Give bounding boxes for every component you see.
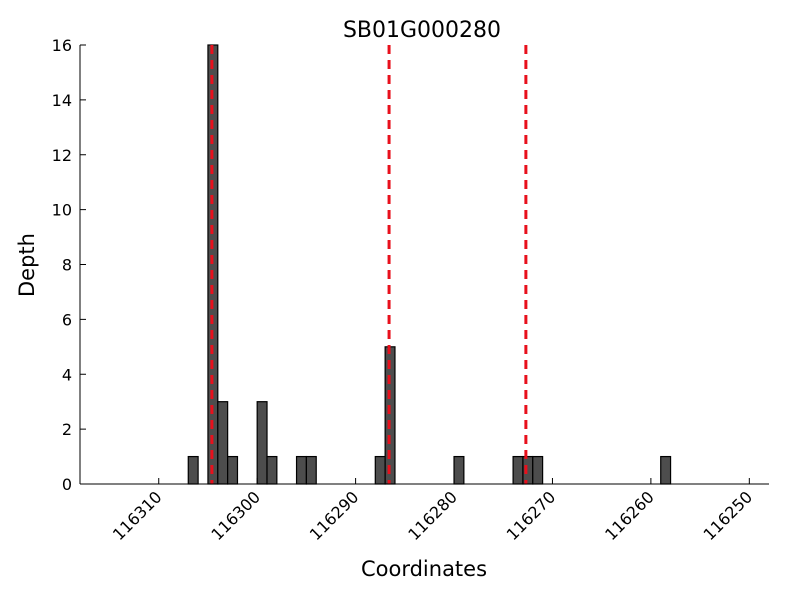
x-tick-label: 116290 [306, 487, 363, 544]
x-tick-label: 116300 [207, 487, 264, 544]
y-tick-label: 12 [52, 146, 72, 165]
y-tick-label: 0 [62, 475, 72, 494]
y-tick-label: 8 [62, 256, 72, 275]
bar [453, 455, 465, 485]
bars-layer [187, 44, 672, 485]
bar [266, 455, 278, 485]
bar [295, 455, 307, 485]
y-tick-label: 14 [52, 91, 72, 110]
y-tick-label: 2 [62, 420, 72, 439]
x-tick-label: 116310 [109, 487, 166, 544]
chart-title: SB01G000280 [343, 18, 501, 43]
y-tick-label: 6 [62, 310, 72, 329]
x-tick-label: 116260 [601, 487, 658, 544]
bar [532, 455, 544, 485]
x-tick-label: 116280 [404, 487, 461, 544]
y-tick-label: 16 [52, 36, 72, 55]
y-tick-label: 10 [52, 201, 72, 220]
bar [305, 455, 317, 485]
bar [512, 455, 524, 485]
y-tick-label: 4 [62, 365, 72, 384]
bar [374, 455, 386, 485]
x-axis-title: Coordinates [361, 557, 487, 581]
x-tick-label: 116250 [700, 487, 757, 544]
bar [256, 401, 268, 485]
y-axis-title: Depth [15, 233, 39, 297]
reference-lines-layer [210, 45, 528, 484]
bar [660, 455, 672, 485]
x-tick-label: 116270 [503, 487, 560, 544]
bar [217, 401, 229, 485]
bar [227, 455, 239, 485]
bar [187, 455, 199, 485]
